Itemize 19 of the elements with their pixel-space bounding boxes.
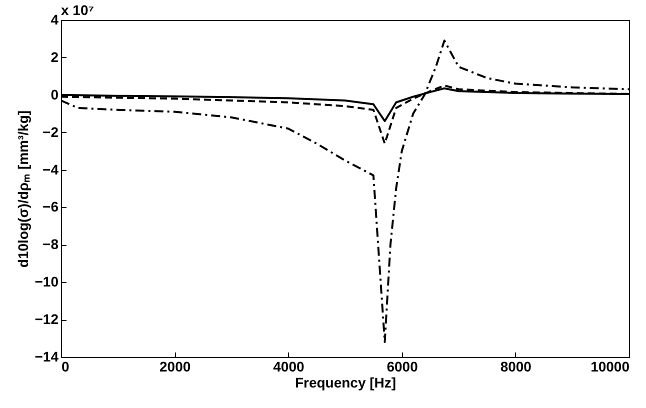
y-tick-label: 4	[50, 12, 59, 28]
y-tick-label: −14	[34, 348, 59, 364]
y-tick-label: −6	[42, 198, 59, 215]
x-tick-label: 6000	[386, 358, 418, 374]
text: x 10⁷	[61, 2, 94, 18]
y-tick-label: −4	[42, 161, 59, 178]
x-tick-label: 4000	[273, 358, 304, 374]
x-tick-label: 2000	[160, 358, 191, 374]
y-tick-label: −2	[42, 124, 59, 140]
y-tick-label: −10	[34, 274, 59, 290]
y-tick-label: −12	[34, 311, 59, 328]
x-tick-label: 0	[62, 358, 70, 374]
y-tick-label: 0	[50, 86, 59, 102]
x-tick-label: 8000	[500, 358, 532, 374]
x-axis-title: Frequency [Hz]	[294, 374, 396, 390]
y-axis-title: d10log(σ)/dρₘ [mm³/kg]	[14, 110, 31, 268]
y-tick-label: 2	[50, 48, 59, 65]
y-tick-label: −8	[42, 236, 59, 252]
x-tick-label: 10000	[590, 358, 630, 374]
